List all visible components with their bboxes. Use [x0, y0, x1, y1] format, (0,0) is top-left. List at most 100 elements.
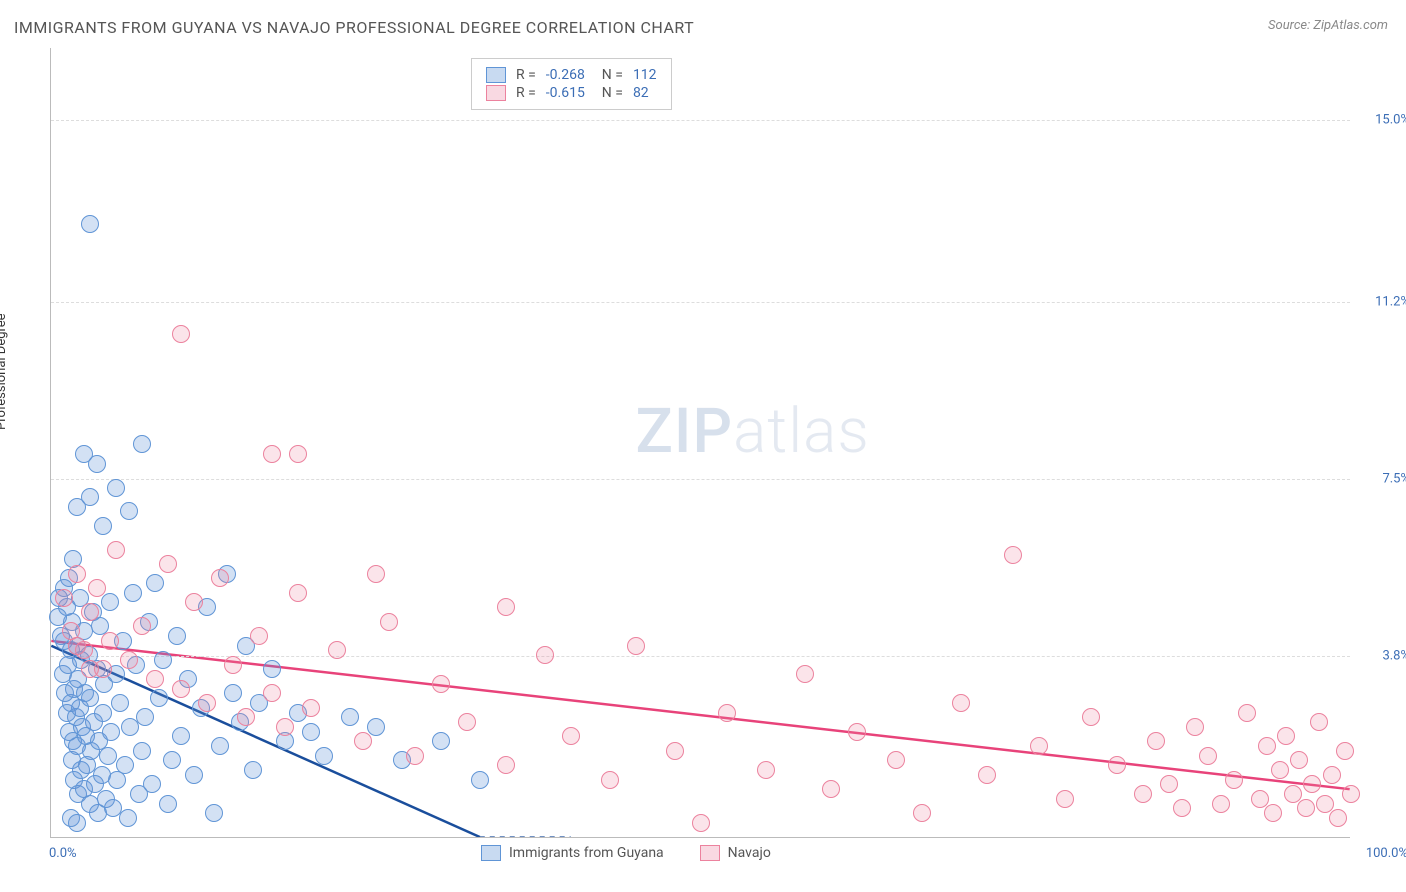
- series-legend: Immigrants from Guyana Navajo: [481, 845, 771, 861]
- data-point: [55, 589, 73, 607]
- n-value-navajo: 82: [633, 85, 649, 101]
- data-point: [263, 445, 281, 463]
- scatter-chart: ZIPatlas R = -0.268 N = 112 R = -0.615 N…: [50, 48, 1350, 838]
- data-point: [146, 574, 164, 592]
- data-point: [133, 742, 151, 760]
- data-point: [302, 723, 320, 741]
- data-point: [159, 555, 177, 573]
- watermark-zip: ZIP: [636, 395, 734, 468]
- data-point: [244, 761, 262, 779]
- data-point: [1160, 775, 1178, 793]
- data-point: [120, 651, 138, 669]
- data-point: [601, 771, 619, 789]
- data-point: [168, 627, 186, 645]
- data-point: [99, 747, 117, 765]
- gridline: [51, 479, 1350, 480]
- data-point: [458, 713, 476, 731]
- data-point: [276, 718, 294, 736]
- data-point: [1082, 708, 1100, 726]
- data-point: [172, 727, 190, 745]
- data-point: [211, 737, 229, 755]
- swatch-blue: [486, 67, 506, 83]
- data-point: [913, 804, 931, 822]
- data-point: [68, 814, 86, 832]
- data-point: [1316, 795, 1334, 813]
- data-point: [111, 694, 129, 712]
- data-point: [1284, 785, 1302, 803]
- data-point: [289, 445, 307, 463]
- data-point: [81, 488, 99, 506]
- data-point: [88, 455, 106, 473]
- correlation-legend: R = -0.268 N = 112 R = -0.615 N = 82: [471, 58, 672, 110]
- data-point: [757, 761, 775, 779]
- data-point: [211, 569, 229, 587]
- data-point: [120, 502, 138, 520]
- data-point: [250, 627, 268, 645]
- data-point: [68, 565, 86, 583]
- data-point: [315, 747, 333, 765]
- x-axis-max: 100.0%: [1366, 846, 1406, 861]
- data-point: [101, 632, 119, 650]
- n-value-guyana: 112: [633, 67, 657, 83]
- data-point: [150, 689, 168, 707]
- y-tick-label: 3.8%: [1356, 649, 1406, 664]
- data-point: [1147, 732, 1165, 750]
- watermark: ZIPatlas: [636, 395, 870, 468]
- data-point: [497, 756, 515, 774]
- data-point: [978, 766, 996, 784]
- source-attribution: Source: ZipAtlas.com: [1268, 18, 1388, 33]
- data-point: [536, 646, 554, 664]
- data-point: [432, 675, 450, 693]
- data-point: [263, 660, 281, 678]
- data-point: [1336, 742, 1354, 760]
- n-label: N =: [595, 85, 623, 101]
- gridline: [51, 302, 1350, 303]
- data-point: [1225, 771, 1243, 789]
- data-point: [1323, 766, 1341, 784]
- legend-label-guyana: Immigrants from Guyana: [509, 845, 664, 861]
- data-point: [692, 814, 710, 832]
- data-point: [172, 325, 190, 343]
- data-point: [1251, 790, 1269, 808]
- data-point: [1030, 737, 1048, 755]
- data-point: [1264, 804, 1282, 822]
- data-point: [887, 751, 905, 769]
- data-point: [116, 756, 134, 774]
- data-point: [94, 517, 112, 535]
- data-point: [497, 598, 515, 616]
- data-point: [107, 479, 125, 497]
- gridline: [51, 120, 1350, 121]
- data-point: [163, 751, 181, 769]
- data-point: [263, 684, 281, 702]
- data-point: [107, 541, 125, 559]
- data-point: [1329, 809, 1347, 827]
- data-point: [94, 704, 112, 722]
- data-point: [367, 718, 385, 736]
- data-point: [88, 579, 106, 597]
- data-point: [133, 435, 151, 453]
- data-point: [302, 699, 320, 717]
- legend-row-guyana: R = -0.268 N = 112: [486, 67, 657, 83]
- data-point: [1303, 775, 1321, 793]
- data-point: [952, 694, 970, 712]
- data-point: [1310, 713, 1328, 731]
- data-point: [1056, 790, 1074, 808]
- data-point: [1238, 704, 1256, 722]
- data-point: [666, 742, 684, 760]
- n-label: N =: [595, 67, 623, 83]
- data-point: [1212, 795, 1230, 813]
- r-label: R =: [516, 85, 536, 101]
- data-point: [718, 704, 736, 722]
- data-point: [1186, 718, 1204, 736]
- swatch-pink: [486, 85, 506, 101]
- data-point: [1004, 546, 1022, 564]
- y-tick-label: 7.5%: [1356, 471, 1406, 486]
- data-point: [1173, 799, 1191, 817]
- legend-item-guyana: Immigrants from Guyana: [481, 845, 664, 861]
- legend-label-navajo: Navajo: [728, 845, 771, 861]
- data-point: [1134, 785, 1152, 803]
- data-point: [1108, 756, 1126, 774]
- data-point: [471, 771, 489, 789]
- x-axis-min: 0.0%: [49, 846, 77, 861]
- data-point: [1199, 747, 1217, 765]
